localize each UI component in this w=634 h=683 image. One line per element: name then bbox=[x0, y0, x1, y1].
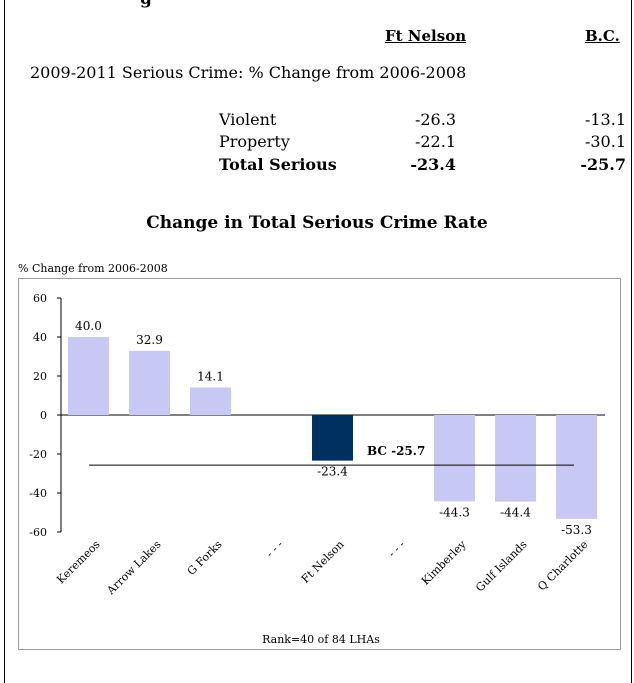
y-tick-label: 20 bbox=[33, 370, 47, 383]
chart-area: 60 40 20 0 -20 -40 -60 40.0 Keremeos 32.9 Arrow La… bbox=[18, 278, 621, 650]
y-tick-label: -60 bbox=[29, 526, 47, 539]
column-header-bc: B.C. bbox=[585, 27, 620, 45]
summary-row-violent: Violent -26.3 -13.1 bbox=[0, 110, 634, 132]
category-label: Q Charlotte bbox=[535, 538, 590, 593]
bar-arrow-lakes bbox=[129, 350, 170, 415]
bar-gulf-islands bbox=[495, 415, 536, 502]
category-label: Kimberley bbox=[419, 537, 469, 587]
chart-footnote: Rank=40 of 84 LHAs bbox=[262, 633, 380, 646]
page-heading-partial: g bbox=[140, 0, 152, 9]
column-header-ft-nelson: Ft Nelson bbox=[385, 27, 467, 45]
row-label: Violent bbox=[219, 110, 277, 129]
category-label: Arrow Lakes bbox=[104, 538, 164, 598]
y-axis-caption: % Change from 2006-2008 bbox=[18, 262, 168, 275]
y-tick-label: -40 bbox=[29, 487, 47, 500]
data-label: 32.9 bbox=[136, 333, 163, 347]
row-value-ft-nelson: -26.3 bbox=[414, 110, 456, 129]
row-value-ft-nelson: -22.1 bbox=[414, 132, 456, 151]
y-tick-label: 0 bbox=[40, 409, 47, 422]
row-value-ft-nelson: -23.4 bbox=[410, 155, 456, 174]
category-label: Gulf Islands bbox=[473, 538, 530, 595]
row-value-bc: -25.7 bbox=[580, 155, 626, 174]
category-label: - - - bbox=[264, 538, 286, 560]
summary-title: 2009-2011 Serious Crime: % Change from 2… bbox=[30, 63, 467, 82]
bc-reference-label: BC -25.7 bbox=[367, 444, 425, 458]
data-label: -44.4 bbox=[500, 506, 531, 520]
bar-kimberley bbox=[434, 415, 475, 502]
bar-q-charlotte bbox=[556, 415, 597, 519]
row-label: Property bbox=[219, 132, 290, 151]
data-label: -53.3 bbox=[561, 523, 592, 537]
data-label: -44.3 bbox=[439, 505, 470, 519]
data-label: 40.0 bbox=[75, 319, 102, 333]
summary-row-property: Property -22.1 -30.1 bbox=[0, 132, 634, 154]
category-label: G Forks bbox=[185, 538, 225, 578]
row-value-bc: -30.1 bbox=[584, 132, 626, 151]
category-label: Ft Nelson bbox=[299, 538, 347, 586]
category-label: Keremeos bbox=[54, 538, 103, 587]
chart-svg: 60 40 20 0 -20 -40 -60 40.0 Keremeos 32.9 Arrow La… bbox=[29, 292, 605, 646]
bar-keremeos bbox=[68, 337, 109, 415]
y-tick-label: 60 bbox=[33, 292, 47, 305]
data-label: 14.1 bbox=[197, 370, 224, 384]
row-label: Total Serious bbox=[219, 155, 337, 174]
category-label: - - - bbox=[386, 538, 408, 560]
data-label: -23.4 bbox=[317, 465, 348, 479]
bar-ft-nelson bbox=[312, 415, 353, 461]
y-tick-label: 40 bbox=[33, 331, 47, 344]
row-value-bc: -13.1 bbox=[584, 110, 626, 129]
chart-title: Change in Total Serious Crime Rate bbox=[146, 213, 488, 233]
page-frame bbox=[4, 0, 632, 683]
y-tick-label: -20 bbox=[29, 448, 47, 461]
bar-g-forks bbox=[190, 387, 231, 415]
summary-row-total-serious: Total Serious -23.4 -25.7 bbox=[0, 155, 634, 177]
